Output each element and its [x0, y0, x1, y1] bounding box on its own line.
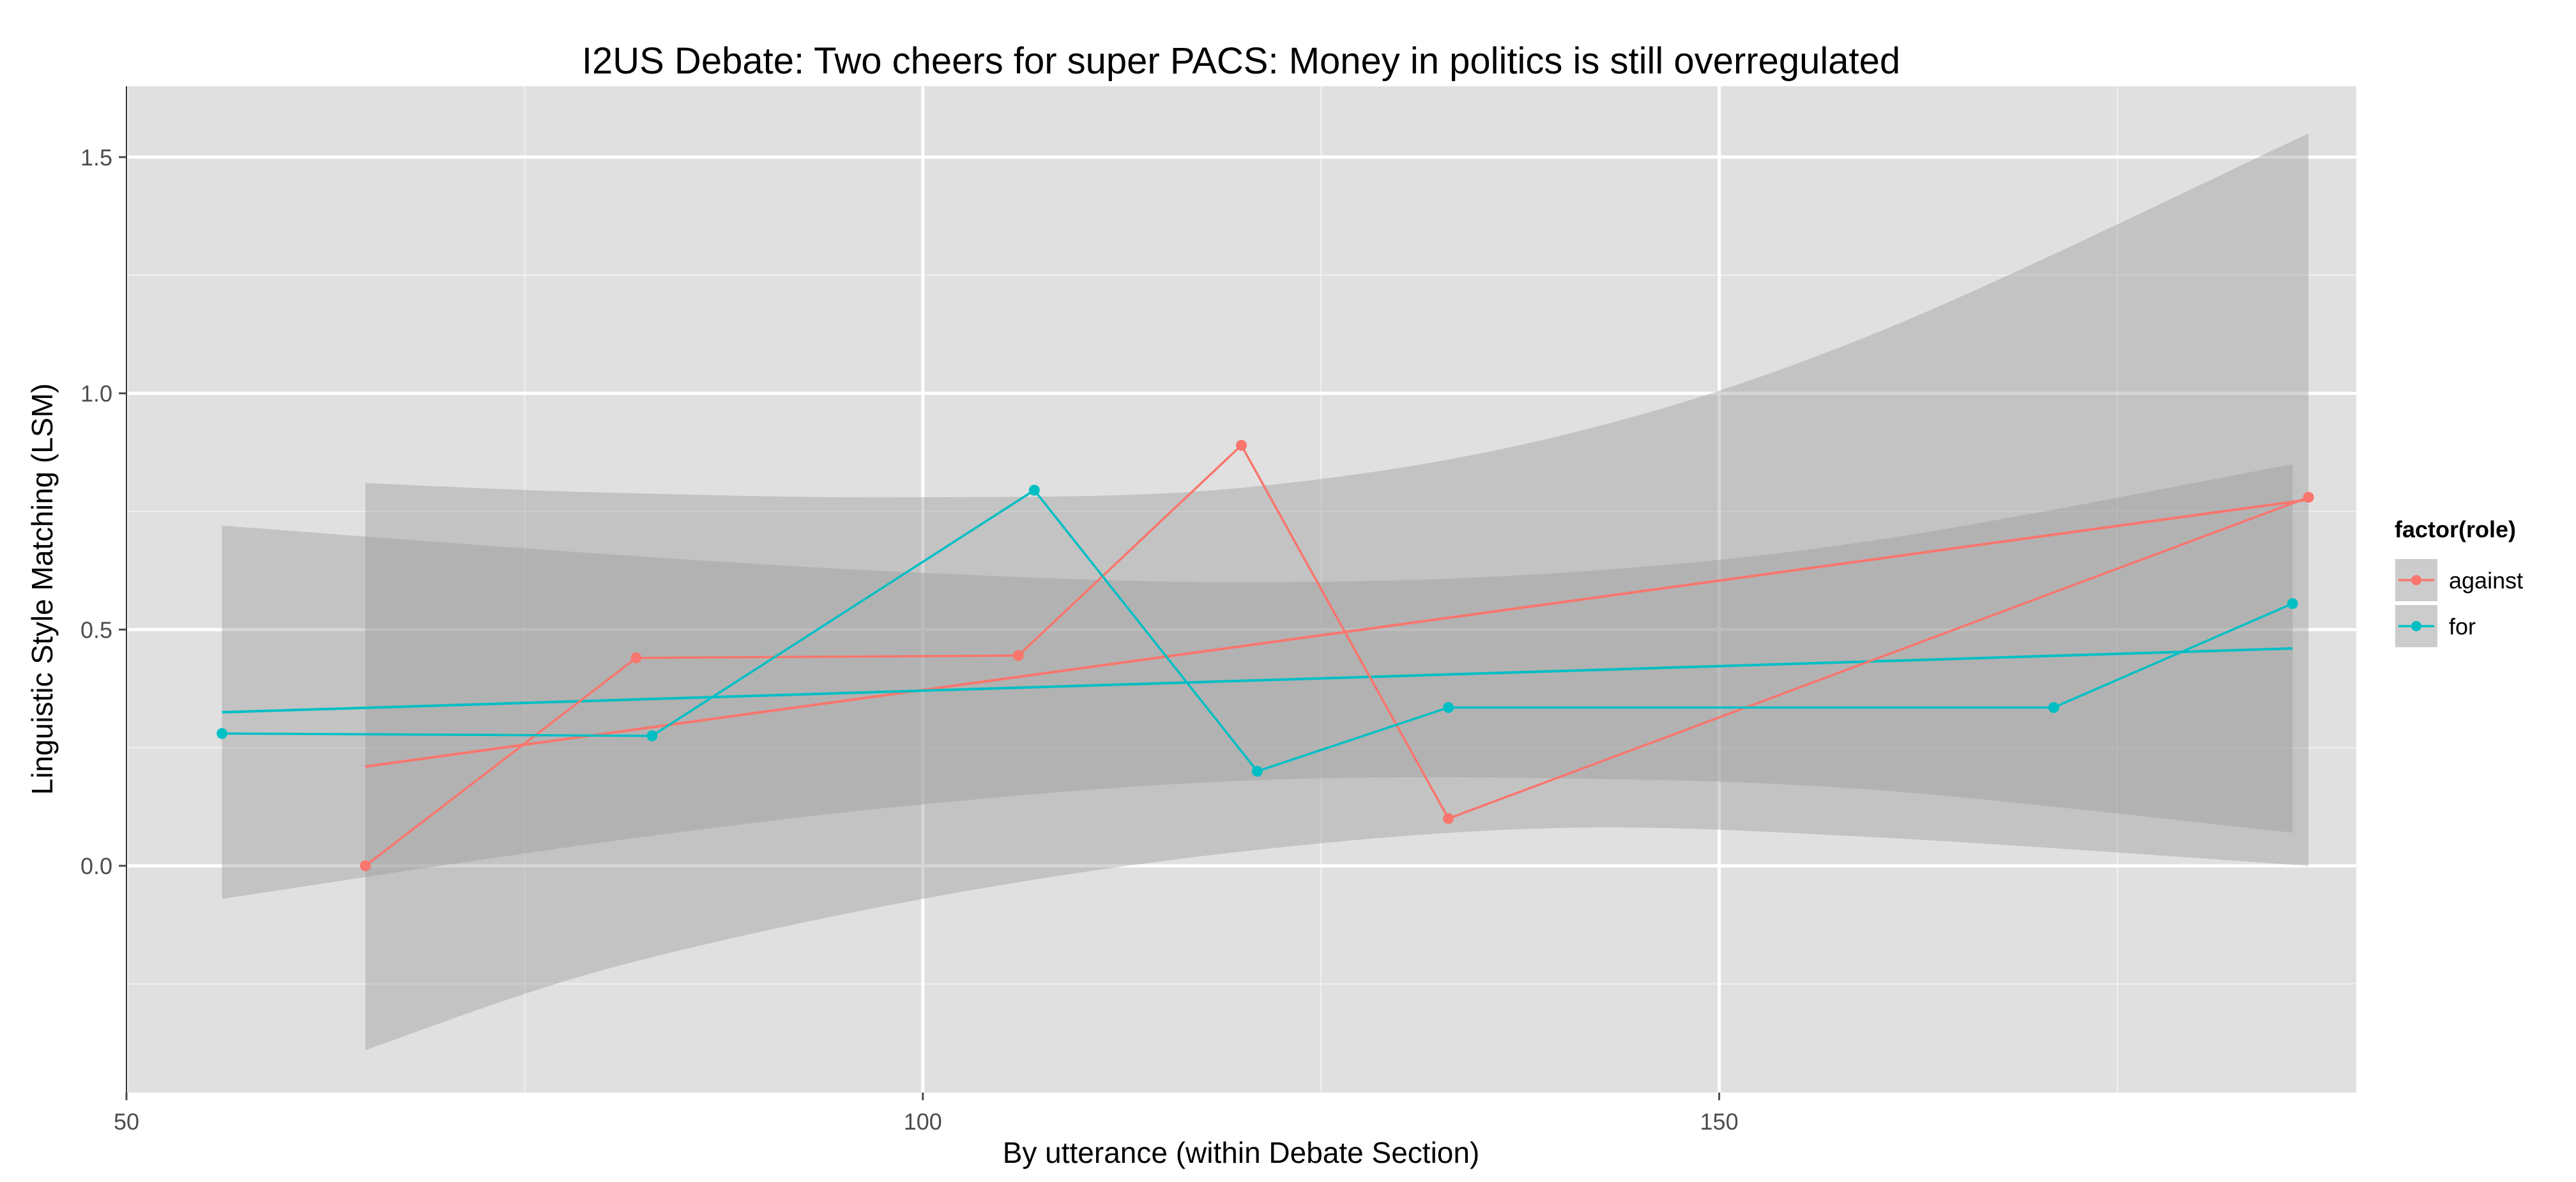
y-tick-label: 0.0 [80, 853, 112, 879]
y-axis-label: Linguistic Style Matching (LSM) [26, 383, 59, 795]
data-point-against [360, 860, 371, 871]
legend-title: factor(role) [2395, 516, 2516, 542]
legend-label-for: for [2449, 613, 2476, 640]
axes: 0.0 0.5 1.0 1.5 50 100 150 [80, 86, 1739, 1135]
data-point-against [1012, 650, 1024, 661]
x-tick-label: 50 [114, 1109, 139, 1135]
x-tick-label: 100 [904, 1109, 942, 1135]
y-tick-label: 1.5 [80, 144, 112, 171]
fit-line-against [365, 498, 2309, 768]
legend-point-for [2411, 621, 2421, 631]
data-point-against [630, 652, 642, 664]
data-point-against [1236, 440, 1247, 451]
x-tick-label: 150 [1700, 1109, 1739, 1135]
data-point-for [2048, 702, 2059, 713]
data-point-for [1028, 484, 1040, 496]
fit-lines [222, 498, 2309, 768]
plot-panel [126, 86, 2356, 1093]
y-tick-label: 0.5 [80, 617, 112, 643]
x-axis-label: By utterance (within Debate Section) [1003, 1136, 1480, 1169]
data-point-for [2287, 598, 2298, 610]
legend-point-against [2411, 575, 2421, 585]
y-tick-label: 1.0 [80, 381, 112, 407]
data-point-for [1251, 765, 1263, 777]
data-point-for [1443, 702, 1454, 713]
data-points [217, 440, 2314, 871]
confidence-band-against [365, 133, 2309, 1050]
data-point-for [646, 730, 658, 742]
fit-line-for [222, 647, 2293, 714]
data-point-against [2303, 491, 2314, 503]
legend: factor(role) against for [2394, 516, 2523, 649]
chart-title: I2US Debate: Two cheers for super PACS: … [582, 40, 1900, 82]
data-point-against [1443, 813, 1454, 824]
data-point-for [217, 728, 228, 739]
series-line-against [364, 443, 2309, 867]
legend-label-against: against [2449, 567, 2523, 594]
